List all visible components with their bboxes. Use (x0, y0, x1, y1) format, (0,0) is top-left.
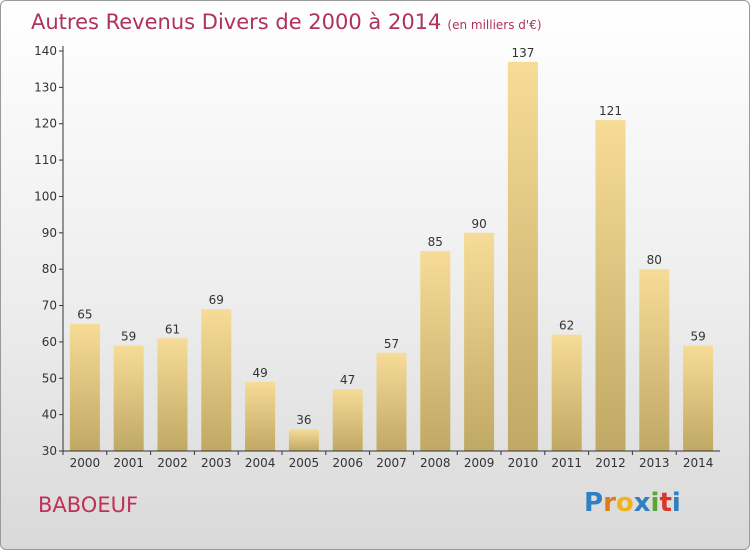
bar-2007 (376, 352, 407, 451)
x-tick-label-2006: 2006 (332, 456, 363, 470)
bar-2004 (245, 381, 276, 451)
x-tick-label-2003: 2003 (201, 456, 232, 470)
x-tick-label-2013: 2013 (639, 456, 670, 470)
y-tick-label-140: 140 (34, 44, 57, 58)
bar-2008 (420, 251, 451, 451)
y-tick-label-100: 100 (34, 189, 57, 203)
data-label-2008: 85 (428, 235, 443, 249)
data-label-2012: 121 (599, 104, 622, 118)
data-label-2004: 49 (252, 366, 267, 380)
data-label-2006: 47 (340, 373, 355, 387)
y-tick-label-60: 60 (42, 335, 57, 349)
x-tick-label-2001: 2001 (113, 456, 144, 470)
data-label-2009: 90 (471, 217, 486, 231)
chart-title-text: Autres Revenus Divers de 2000 à 2014 (31, 10, 442, 34)
bar-2009 (464, 232, 495, 451)
data-label-2013: 80 (647, 253, 662, 267)
bar-2002 (157, 338, 188, 451)
y-tick-label-40: 40 (42, 408, 57, 422)
place-name: BABOEUF (38, 493, 139, 517)
bar-2003 (201, 309, 232, 451)
x-tick-label-2012: 2012 (595, 456, 626, 470)
data-label-2014: 59 (690, 330, 705, 344)
data-label-2005: 36 (296, 413, 311, 427)
x-tick-label-2014: 2014 (683, 456, 714, 470)
y-tick-label-120: 120 (34, 117, 57, 131)
y-tick-label-130: 130 (34, 80, 57, 94)
bar-2006 (332, 389, 363, 451)
y-tick-label-80: 80 (42, 262, 57, 276)
bar-2013 (639, 269, 670, 451)
data-label-2011: 62 (559, 319, 574, 333)
x-tick-label-2005: 2005 (289, 456, 320, 470)
bar-2000 (69, 323, 100, 451)
data-label-2000: 65 (77, 308, 92, 322)
chart-title: Autres Revenus Divers de 2000 à 2014 (en … (31, 10, 542, 34)
x-tick-label-2007: 2007 (376, 456, 407, 470)
y-tick-label-90: 90 (42, 226, 57, 240)
x-tick-label-2004: 2004 (245, 456, 276, 470)
bar-2012 (595, 120, 626, 451)
x-tick-label-2000: 2000 (70, 456, 101, 470)
bar-2010 (507, 61, 538, 452)
bar-2014 (683, 345, 714, 451)
y-tick-label-70: 70 (42, 299, 57, 313)
x-tick-label-2002: 2002 (157, 456, 188, 470)
data-label-2003: 69 (209, 293, 224, 307)
bar-2001 (113, 345, 144, 451)
x-tick-label-2011: 2011 (551, 456, 582, 470)
data-label-2010: 137 (511, 46, 534, 60)
unit-note: (en milliers d'€) (447, 18, 542, 32)
y-tick-label-50: 50 (42, 371, 57, 385)
data-label-2007: 57 (384, 337, 399, 351)
x-tick-label-2009: 2009 (464, 456, 495, 470)
bar-2011 (551, 334, 582, 451)
data-label-2001: 59 (121, 330, 136, 344)
y-tick-label-30: 30 (42, 444, 57, 458)
data-label-2002: 61 (165, 322, 180, 336)
y-tick-label-110: 110 (34, 153, 57, 167)
bar-2005 (288, 429, 319, 451)
x-tick-label-2010: 2010 (508, 456, 539, 470)
x-tick-label-2008: 2008 (420, 456, 451, 470)
proxiti-logo[interactable]: Proxiti (584, 488, 681, 518)
